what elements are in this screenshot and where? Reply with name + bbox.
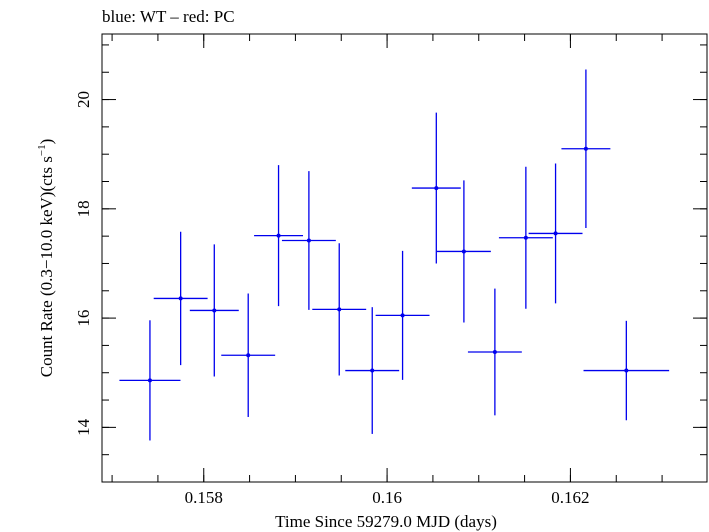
- data-point: [345, 307, 400, 434]
- axis-ticks: [102, 34, 707, 483]
- data-point: [467, 288, 522, 416]
- x-tick-label: 0.162: [551, 488, 589, 507]
- chart-title: blue: WT – red: PC: [102, 7, 235, 26]
- data-point: [583, 320, 670, 421]
- point-marker: [400, 313, 405, 318]
- point-marker: [212, 308, 217, 313]
- point-marker: [624, 368, 629, 373]
- point-marker: [434, 186, 439, 191]
- data-point: [189, 244, 239, 377]
- data-point: [153, 231, 208, 366]
- point-marker: [523, 235, 528, 240]
- point-marker: [492, 349, 497, 354]
- point-marker: [553, 231, 558, 236]
- point-marker: [178, 296, 183, 301]
- data-point: [281, 171, 336, 310]
- point-marker: [246, 353, 251, 358]
- x-axis-label: Time Since 59279.0 MJD (days): [275, 512, 497, 531]
- y-tick-label: 20: [74, 91, 93, 108]
- y-tick-labels: 14 16 18 20: [74, 91, 93, 436]
- data-point: [528, 163, 583, 304]
- point-marker: [306, 238, 311, 243]
- x-tick-label: 0.16: [372, 488, 402, 507]
- point-marker: [370, 368, 375, 373]
- y-axis-label-exponent: −1: [36, 144, 48, 156]
- data-point: [312, 243, 367, 376]
- plot-frame: [101, 33, 708, 483]
- point-marker: [276, 233, 281, 238]
- data-point: [221, 293, 276, 417]
- point-marker: [147, 378, 152, 383]
- x-tick-label: 0.158: [185, 488, 223, 507]
- data-series: [119, 69, 670, 441]
- y-axis-label-close: ): [37, 139, 56, 145]
- y-tick-label: 14: [74, 418, 93, 436]
- data-point: [119, 320, 181, 441]
- data-point: [254, 165, 304, 307]
- point-marker: [337, 307, 342, 312]
- data-point: [375, 250, 430, 380]
- x-tick-labels: 0.158 0.16 0.162: [185, 488, 590, 507]
- y-tick-label: 16: [74, 310, 93, 327]
- data-point: [498, 166, 553, 309]
- data-point: [561, 69, 611, 228]
- series-group: [119, 69, 670, 441]
- y-axis-label: Count Rate (0.3−10.0 keV)(cts s−1): [36, 139, 56, 378]
- data-point: [411, 112, 461, 264]
- y-axis-label-main: Count Rate (0.3−10.0 keV)(cts s: [37, 156, 56, 377]
- data-point: [436, 180, 491, 323]
- y-tick-label: 18: [74, 200, 93, 217]
- point-marker: [461, 249, 466, 254]
- point-marker: [583, 146, 588, 151]
